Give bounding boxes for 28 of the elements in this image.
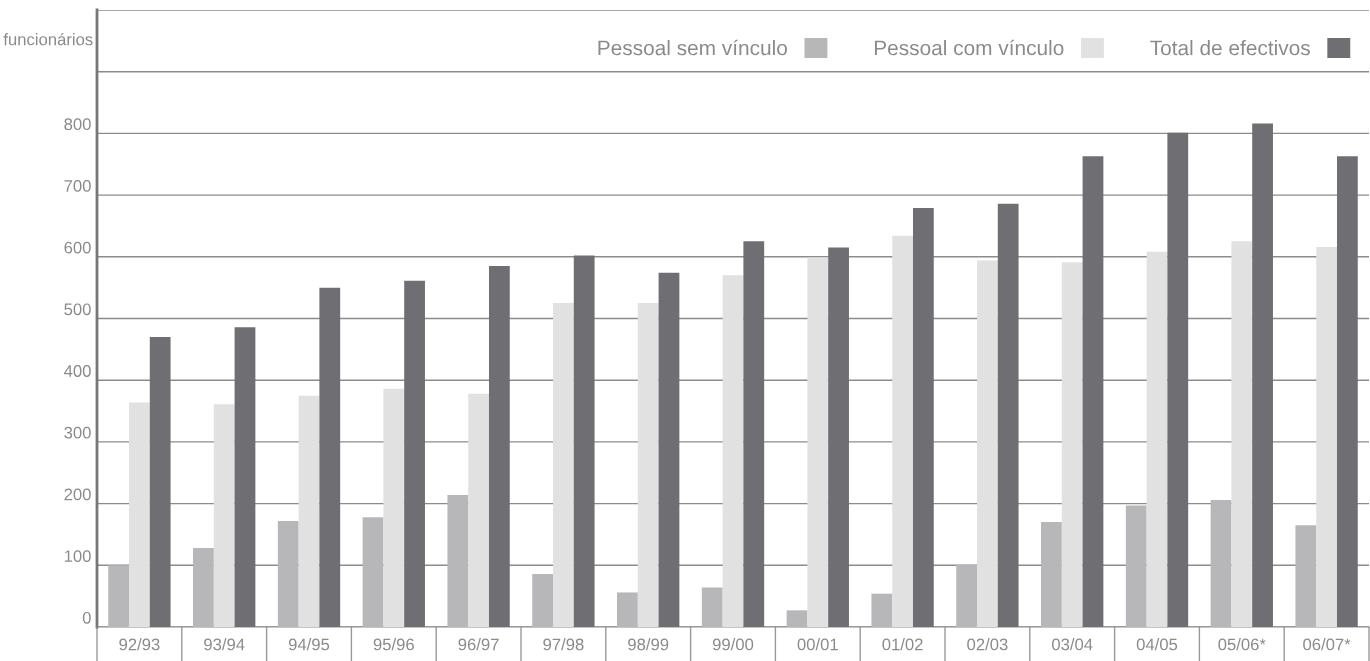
y-tick-label: 500 (64, 303, 91, 316)
x-tick-label: 96/97 (458, 638, 499, 651)
legend-label: Pessoal com vínculo (874, 39, 1064, 56)
y-tick-label: 400 (64, 365, 91, 377)
legend-label: Pessoal sem vínculo (598, 39, 787, 56)
x-tick-label: 97/98 (543, 638, 584, 651)
x-tick-label: 92/93 (119, 638, 160, 651)
y-tick-label: 300 (64, 426, 91, 439)
legend-label: Total de efectivos (1150, 39, 1310, 56)
x-tick-label: 01/02 (882, 638, 923, 651)
x-tick-label: 93/94 (204, 638, 245, 651)
y-tick-label: 700 (64, 180, 91, 192)
y-tick-label: 800 (64, 118, 91, 131)
x-tick-label: 03/04 (1052, 638, 1093, 651)
x-tick-label: 98/99 (628, 638, 669, 651)
y-axis-title: funcionários (3, 32, 93, 46)
x-tick-label: 05/06* (1218, 638, 1266, 651)
x-tick-label: 99/00 (712, 638, 754, 651)
x-tick-label: 94/95 (288, 638, 330, 651)
y-tick-label: 0 (82, 611, 91, 624)
x-tick-label: 02/03 (967, 638, 1008, 651)
x-tick-label: 04/05 (1136, 638, 1178, 651)
x-tick-label: 06/07* (1303, 638, 1351, 651)
y-tick-label: 100 (64, 550, 91, 563)
y-tick-label: 200 (64, 488, 91, 501)
x-tick-label: 00/01 (797, 638, 838, 651)
x-tick-label: 95/96 (373, 638, 414, 651)
y-tick-label: 600 (64, 241, 91, 254)
